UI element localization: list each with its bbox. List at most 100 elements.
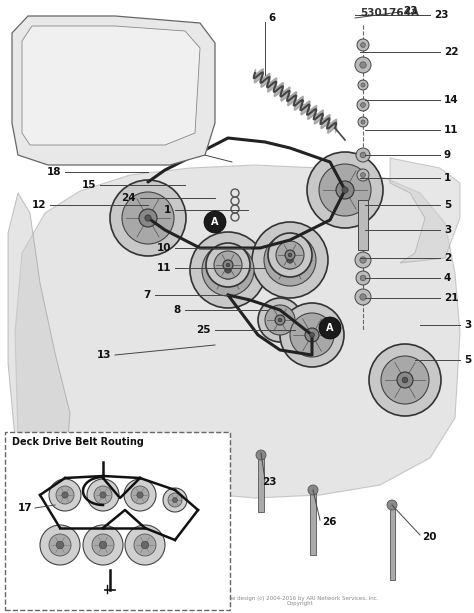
Circle shape [122,192,174,244]
Circle shape [360,275,366,281]
Text: 5: 5 [444,200,451,210]
Circle shape [264,234,316,286]
Circle shape [308,485,318,495]
Circle shape [56,486,74,504]
Text: 18: 18 [46,167,61,177]
Circle shape [110,180,186,256]
Circle shape [256,450,266,460]
Circle shape [319,317,341,339]
Circle shape [268,233,312,277]
Circle shape [56,541,64,549]
Text: 5: 5 [464,355,471,365]
Text: 24: 24 [121,193,136,203]
Circle shape [124,479,156,511]
Text: 7: 7 [144,290,151,300]
Circle shape [336,181,354,199]
Circle shape [281,251,299,269]
Text: 4: 4 [444,273,451,283]
Text: 6: 6 [268,13,275,23]
Circle shape [141,541,149,549]
Circle shape [134,534,156,556]
Text: 11: 11 [444,125,458,135]
Circle shape [204,211,226,233]
Circle shape [361,42,365,47]
Text: 10: 10 [156,243,171,253]
Circle shape [285,250,295,260]
Text: 16: 16 [146,140,161,150]
Polygon shape [22,26,200,145]
Text: 3: 3 [464,320,471,330]
Circle shape [307,152,383,228]
Circle shape [381,356,429,404]
Text: 1: 1 [444,173,451,183]
Circle shape [355,57,371,73]
Polygon shape [12,16,215,165]
Circle shape [355,252,371,268]
Circle shape [357,39,369,51]
Circle shape [357,99,369,111]
Circle shape [360,152,366,158]
Text: 19: 19 [82,147,96,157]
Text: 25: 25 [197,325,211,335]
Circle shape [94,486,112,504]
Circle shape [357,169,369,181]
Circle shape [168,493,182,507]
Circle shape [361,120,365,124]
Text: 23: 23 [262,477,276,487]
Circle shape [360,294,366,300]
Circle shape [356,148,370,162]
Text: 8: 8 [174,305,181,315]
Text: Copyright: Copyright [287,601,313,606]
Text: 12: 12 [31,200,46,210]
Circle shape [287,257,293,263]
Circle shape [139,209,157,227]
Circle shape [100,492,106,498]
Circle shape [360,257,366,263]
Circle shape [358,117,368,127]
Bar [358,200,368,250]
Text: A: A [326,323,334,333]
Circle shape [387,500,397,510]
Circle shape [49,479,81,511]
Circle shape [173,498,177,503]
Circle shape [369,344,441,416]
Bar [258,452,264,512]
Circle shape [361,83,365,87]
Circle shape [358,80,368,90]
Polygon shape [15,165,460,498]
Circle shape [163,488,187,512]
Text: 5301764A: 5301764A [360,8,419,18]
Polygon shape [8,193,70,475]
Circle shape [92,534,114,556]
Bar [310,490,316,555]
Circle shape [276,241,304,269]
Circle shape [258,298,302,342]
Text: 14: 14 [444,95,459,105]
Circle shape [402,377,408,383]
Circle shape [355,289,371,305]
Text: 23: 23 [434,10,448,20]
Text: 3: 3 [444,225,451,235]
Circle shape [278,318,282,322]
Circle shape [219,261,237,279]
Circle shape [206,243,250,287]
Circle shape [342,187,348,193]
Text: 21: 21 [444,293,458,303]
Text: A: A [211,217,219,227]
Text: 11: 11 [156,263,171,273]
Circle shape [310,332,314,337]
Circle shape [252,222,328,298]
Circle shape [360,62,366,68]
Text: 2: 2 [444,253,451,263]
Circle shape [361,102,365,107]
Circle shape [214,251,242,279]
Text: 17: 17 [18,503,32,513]
Text: Page design (c) 2004-2016 by ARI Network Services, Inc.: Page design (c) 2004-2016 by ARI Network… [222,596,378,601]
Circle shape [137,492,143,498]
Circle shape [226,263,230,267]
Text: 26: 26 [111,435,125,445]
Circle shape [87,479,119,511]
Circle shape [202,244,254,296]
Text: 26: 26 [322,517,337,527]
Text: 20: 20 [422,532,437,542]
